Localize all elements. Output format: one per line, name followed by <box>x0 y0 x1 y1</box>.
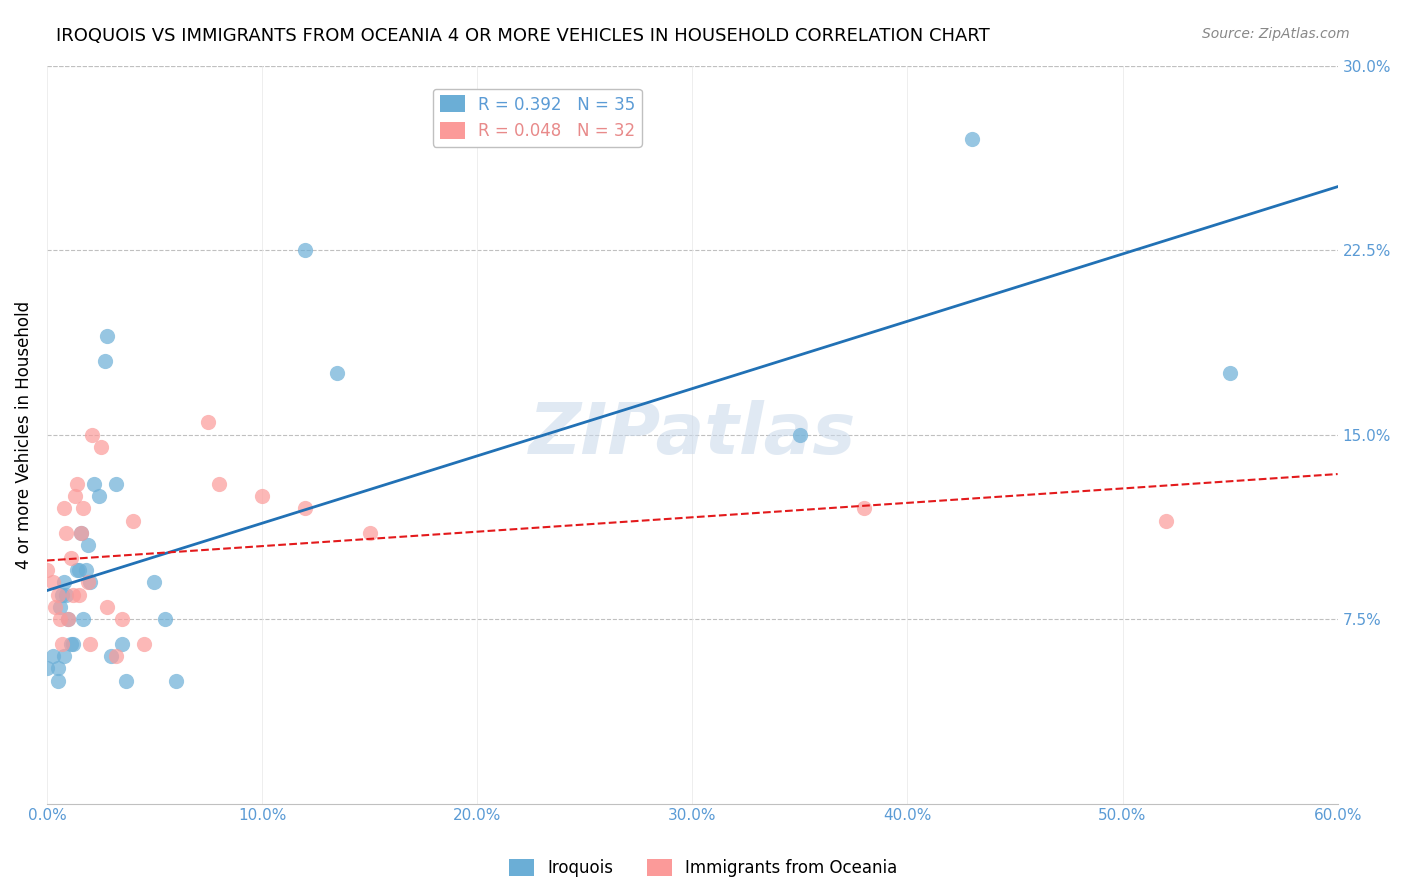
Point <box>250 489 273 503</box>
Point <box>53 575 76 590</box>
Point <box>132 637 155 651</box>
Point <box>51 587 73 601</box>
Y-axis label: 4 or more Vehicles in Household: 4 or more Vehicles in Household <box>15 301 32 569</box>
Point <box>42 648 65 663</box>
Point <box>87 489 110 503</box>
Point <box>46 673 69 688</box>
Point <box>75 563 97 577</box>
Point <box>59 550 82 565</box>
Text: IROQUOIS VS IMMIGRANTS FROM OCEANIA 4 OR MORE VEHICLES IN HOUSEHOLD CORRELATION : IROQUOIS VS IMMIGRANTS FROM OCEANIA 4 OR… <box>56 27 990 45</box>
Point <box>46 661 69 675</box>
Point <box>94 353 117 368</box>
Point <box>58 612 80 626</box>
Point <box>165 673 187 688</box>
Text: ZIPatlas: ZIPatlas <box>529 401 856 469</box>
Point <box>76 538 98 552</box>
Point <box>66 476 89 491</box>
Point <box>1154 514 1177 528</box>
Point <box>111 612 134 626</box>
Point <box>35 661 58 675</box>
Point <box>76 575 98 590</box>
Point <box>294 501 316 516</box>
Point <box>79 637 101 651</box>
Point <box>208 476 231 491</box>
Point <box>66 563 89 577</box>
Point <box>67 587 90 601</box>
Point <box>853 501 876 516</box>
Point <box>42 575 65 590</box>
Point <box>122 514 145 528</box>
Point <box>70 526 93 541</box>
Legend: Iroquois, Immigrants from Oceania: Iroquois, Immigrants from Oceania <box>502 852 904 884</box>
Point <box>96 599 118 614</box>
Text: Source: ZipAtlas.com: Source: ZipAtlas.com <box>1202 27 1350 41</box>
Legend: R = 0.392   N = 35, R = 0.048   N = 32: R = 0.392 N = 35, R = 0.048 N = 32 <box>433 88 641 146</box>
Point <box>67 563 90 577</box>
Point <box>143 575 166 590</box>
Point <box>79 575 101 590</box>
Point <box>1219 366 1241 380</box>
Point <box>70 526 93 541</box>
Point <box>111 637 134 651</box>
Point <box>53 648 76 663</box>
Point <box>90 440 112 454</box>
Point <box>294 243 316 257</box>
Point <box>44 599 66 614</box>
Point <box>104 476 127 491</box>
Point <box>100 648 122 663</box>
Point <box>789 427 811 442</box>
Point <box>58 612 80 626</box>
Point <box>59 637 82 651</box>
Point <box>49 599 72 614</box>
Point <box>72 612 94 626</box>
Point <box>51 637 73 651</box>
Point <box>62 637 84 651</box>
Point <box>960 132 983 146</box>
Point <box>72 501 94 516</box>
Point <box>46 587 69 601</box>
Point <box>96 329 118 343</box>
Point <box>115 673 138 688</box>
Point <box>35 563 58 577</box>
Point <box>53 501 76 516</box>
Point <box>55 526 77 541</box>
Point <box>62 587 84 601</box>
Point <box>80 427 103 442</box>
Point <box>49 612 72 626</box>
Point <box>155 612 177 626</box>
Point <box>359 526 381 541</box>
Point <box>83 476 105 491</box>
Point <box>326 366 349 380</box>
Point <box>104 648 127 663</box>
Point <box>63 489 86 503</box>
Point <box>55 587 77 601</box>
Point <box>197 415 219 429</box>
